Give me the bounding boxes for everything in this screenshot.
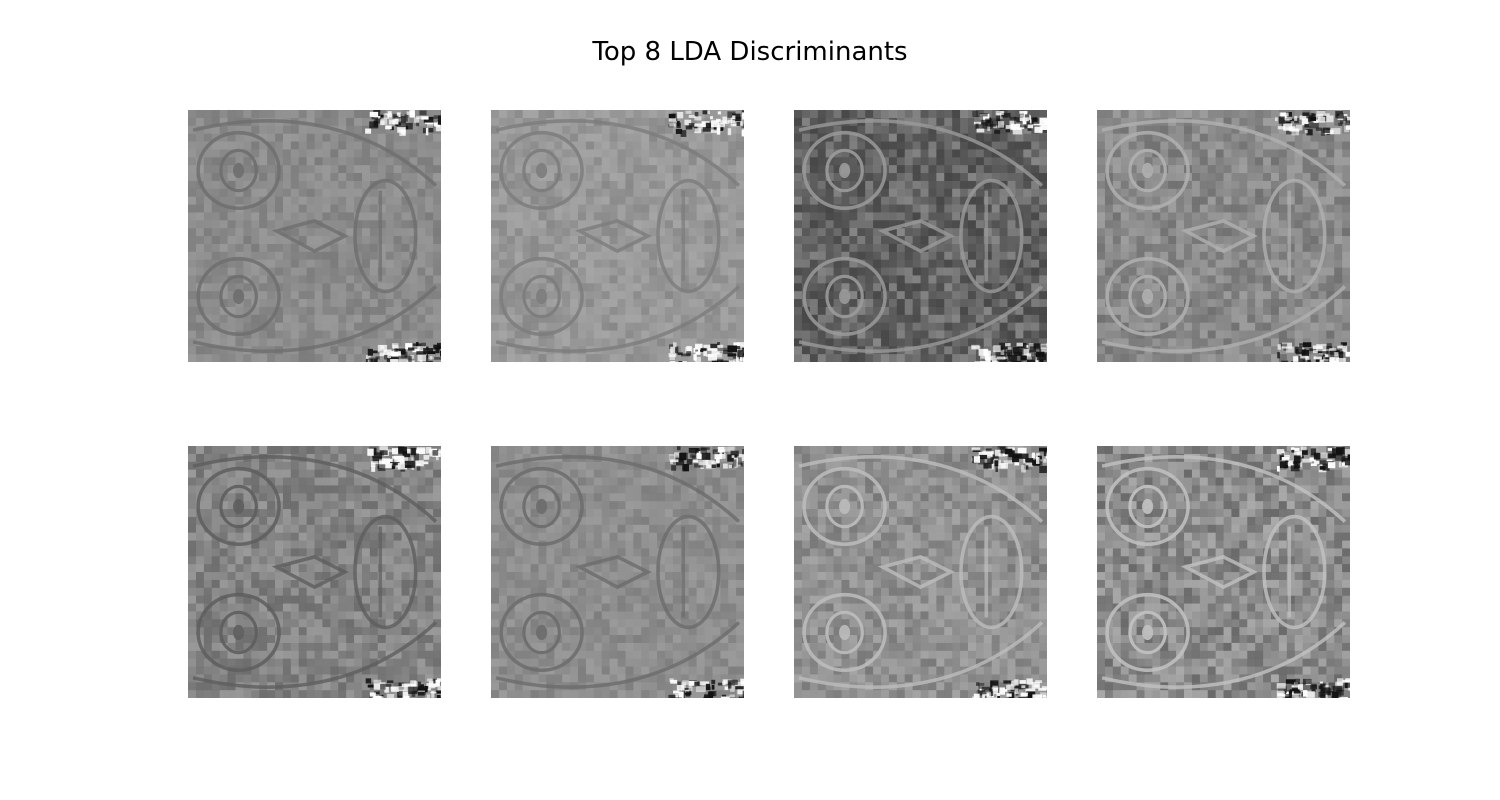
discriminant-7-graphic — [794, 446, 1047, 698]
discriminant-image-8 — [1097, 446, 1350, 698]
discriminant-image-7 — [794, 446, 1047, 698]
discriminant-image-1 — [188, 110, 441, 362]
discriminant-image-6 — [491, 446, 744, 698]
discriminant-1-graphic — [188, 110, 441, 362]
discriminant-image-4 — [1097, 110, 1350, 362]
discriminant-image-5 — [188, 446, 441, 698]
figure-title: Top 8 LDA Discriminants — [592, 37, 908, 67]
discriminant-5-graphic — [188, 446, 441, 698]
discriminant-image-2 — [491, 110, 744, 362]
discriminant-image-3 — [794, 110, 1047, 362]
discriminant-2-graphic — [491, 110, 744, 362]
discriminant-4-graphic — [1097, 110, 1350, 362]
discriminant-3-graphic — [794, 110, 1047, 362]
discriminant-6-graphic — [491, 446, 744, 698]
discriminant-8-graphic — [1097, 446, 1350, 698]
